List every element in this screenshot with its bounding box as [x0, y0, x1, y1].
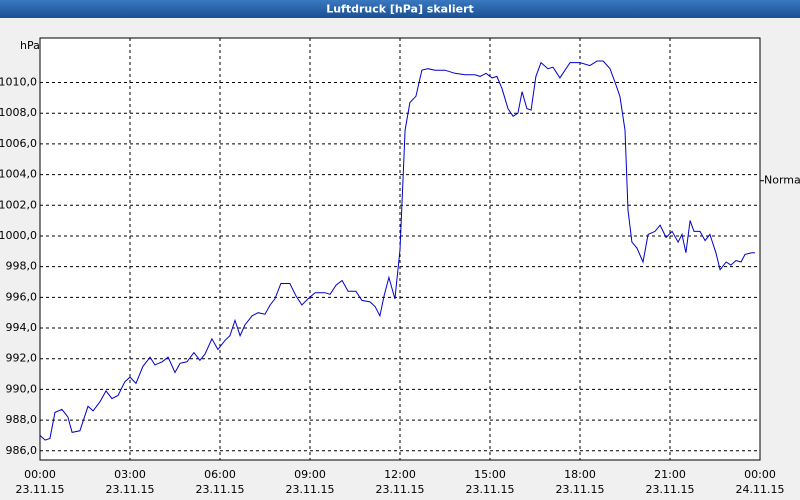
x-tick-label: 09:00 23.11.15	[286, 468, 335, 496]
y-tick-label: 986,0	[6, 444, 38, 457]
x-tick-label: 15:00 23.11.15	[466, 468, 515, 496]
y-tick-label: 992,0	[6, 352, 38, 365]
x-tick-label: 00:00 23.11.15	[16, 468, 65, 496]
y-tick-label: 998,0	[6, 260, 38, 273]
x-tick-label: 06:00 23.11.15	[196, 468, 245, 496]
y-tick-label: 1004,0	[0, 168, 37, 181]
x-tick-label: 12:00 23.11.15	[376, 468, 425, 496]
x-tick-label: 03:00 23.11.15	[106, 468, 155, 496]
y-tick-label: 990,0	[6, 382, 38, 395]
y-tick-label: 1006,0	[0, 137, 37, 150]
y-tick-label: 1002,0	[0, 198, 37, 211]
reference-label: Normal	[764, 174, 800, 187]
y-axis-label: hPa	[20, 39, 40, 52]
y-tick-label: 1010,0	[0, 76, 37, 89]
x-tick-label: 00:00 24.11.15	[736, 468, 785, 496]
y-tick-label: 996,0	[6, 290, 38, 303]
title-bar	[0, 0, 800, 18]
window-title: Luftdruck [hPa] skaliert	[326, 3, 474, 16]
y-tick-label: 994,0	[6, 321, 38, 334]
x-tick-label: 21:00 23.11.15	[646, 468, 695, 496]
y-tick-label: 1008,0	[0, 106, 37, 119]
y-tick-label: 988,0	[6, 413, 38, 426]
x-tick-label: 18:00 23.11.15	[556, 468, 605, 496]
pressure-line	[39, 60, 755, 441]
y-tick-label: 1000,0	[0, 229, 37, 242]
